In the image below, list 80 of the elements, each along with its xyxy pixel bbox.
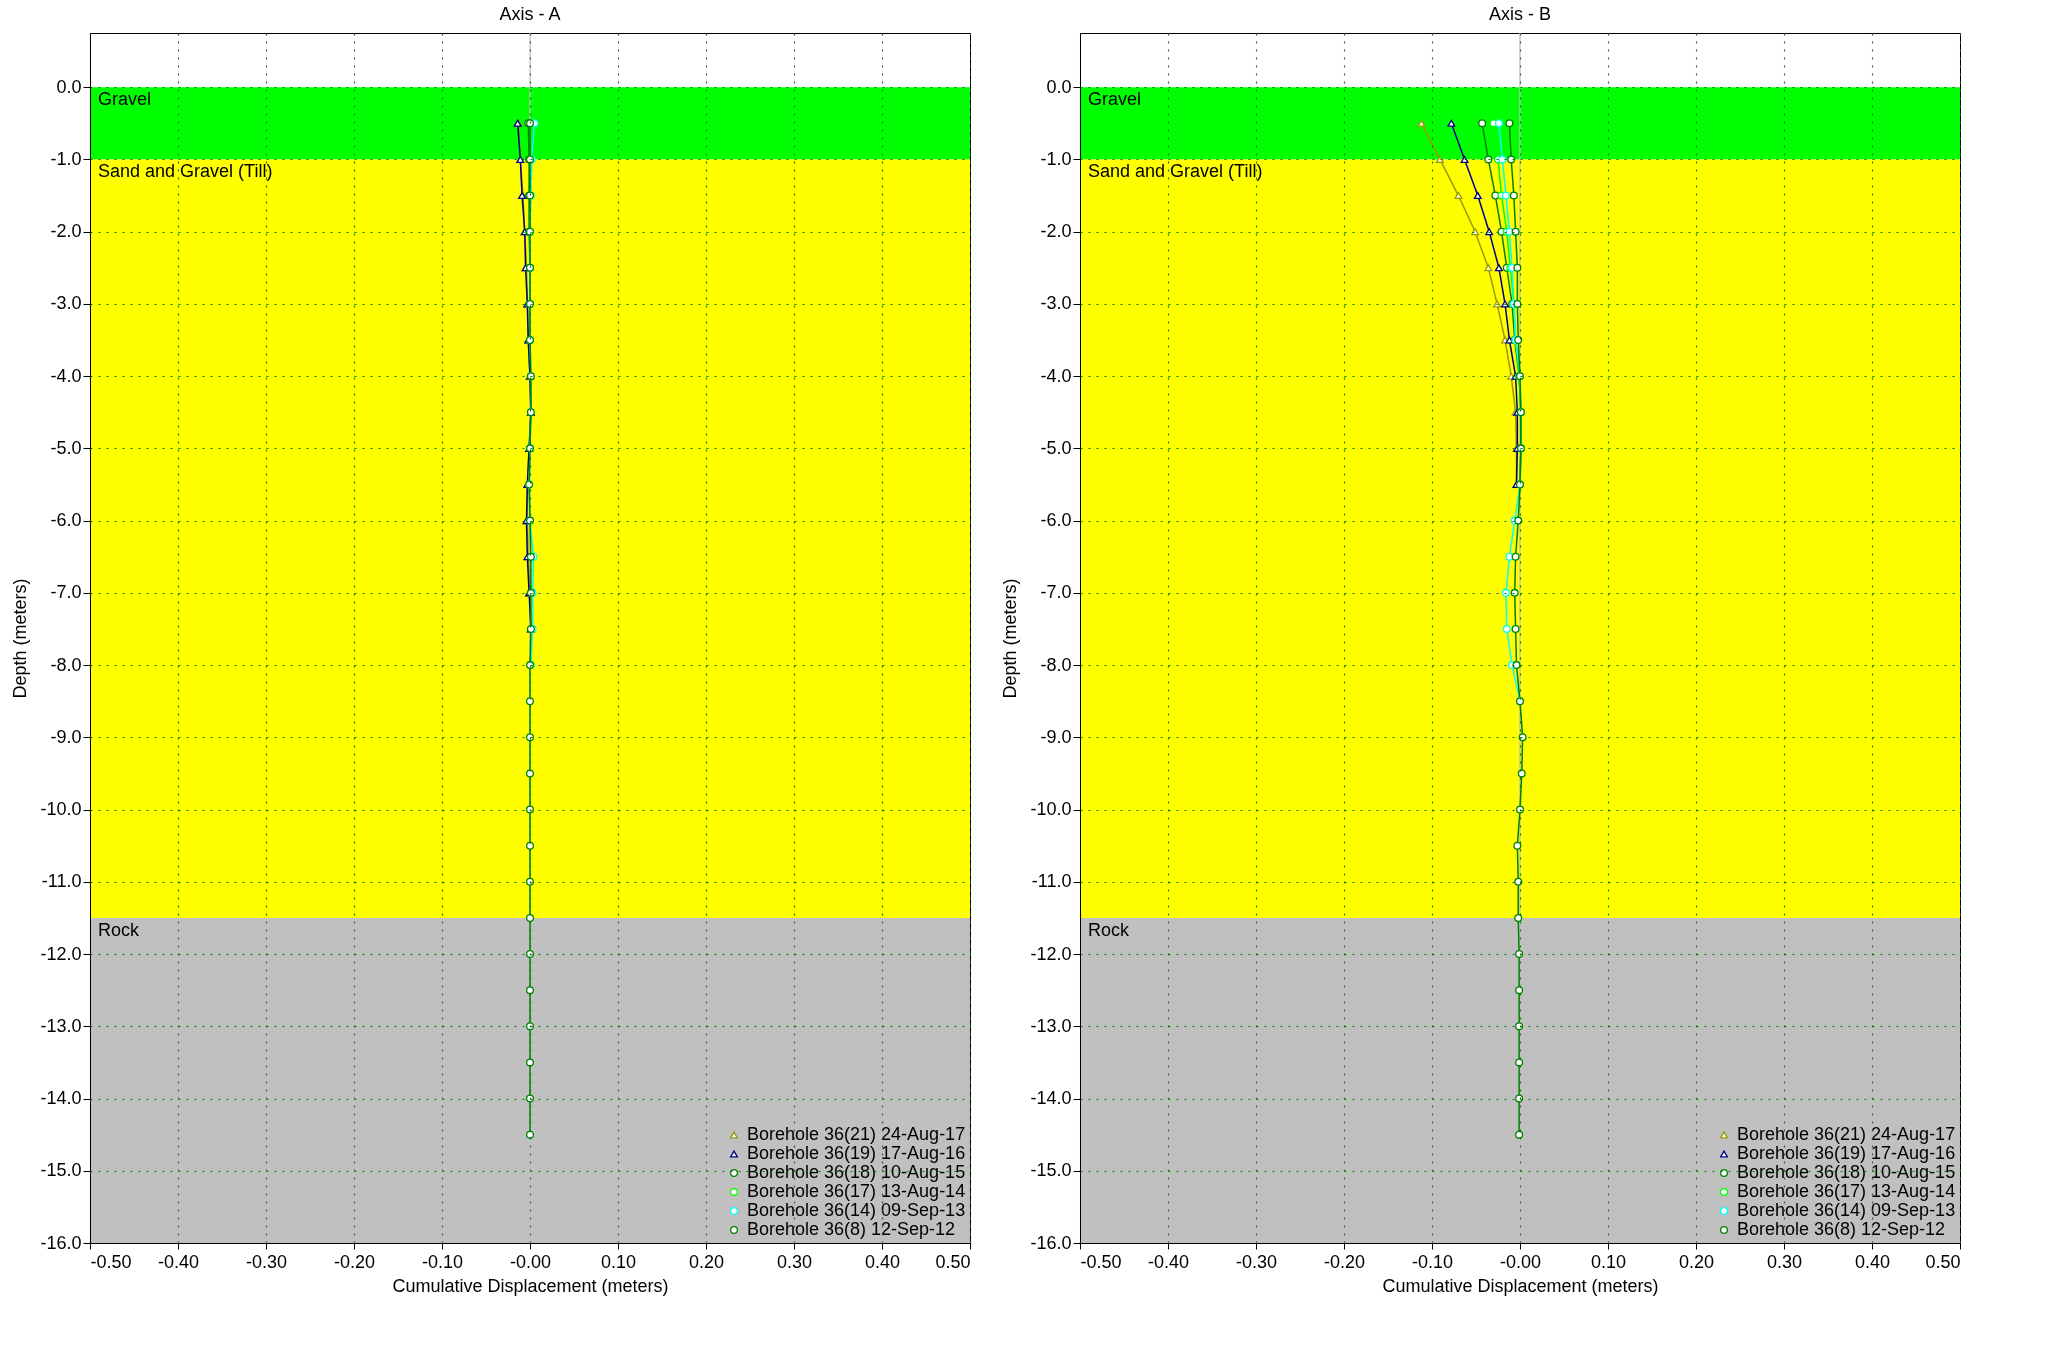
x-tick-label: -0.30	[245, 1251, 288, 1272]
y-tick-label: -6.0	[50, 510, 82, 531]
x-tick-label: 0.10	[1590, 1251, 1627, 1272]
y-tick-label: -7.0	[50, 582, 82, 603]
y-tick-label: -13.0	[1030, 1015, 1072, 1036]
legend-label: Borehole 36(14) 09-Sep-13	[1737, 1200, 1956, 1220]
legend-label: Borehole 36(14) 09-Sep-13	[747, 1200, 966, 1220]
band-label: Rock	[1088, 919, 1131, 940]
band-label: Gravel	[1088, 89, 1142, 110]
band-label: Sand and Gravel (Till)	[98, 161, 273, 182]
band-label: Sand and Gravel (Till)	[1088, 161, 1263, 182]
x-tick-label: 0.30	[776, 1251, 813, 1272]
legend-label: Borehole 36(21) 24-Aug-17	[1737, 1124, 1956, 1144]
y-tick-label: -13.0	[40, 1015, 82, 1036]
x-tick-label: -0.20	[1323, 1251, 1366, 1272]
y-tick-label: 0.0	[1046, 76, 1072, 97]
x-tick-label: -0.40	[1147, 1251, 1190, 1272]
y-tick-label: -11.0	[1031, 871, 1072, 892]
y-tick-label: -8.0	[50, 654, 82, 675]
legend-label: Borehole 36(21) 24-Aug-17	[747, 1124, 966, 1144]
y-tick-label: -14.0	[40, 1088, 82, 1109]
x-axis-title: Cumulative Displacement (meters)	[1382, 1275, 1659, 1296]
y-tick-label: -6.0	[1040, 510, 1072, 531]
legend-label: Borehole 36(18) 10-Aug-15	[1737, 1162, 1956, 1182]
y-tick-label: -3.0	[50, 293, 82, 314]
y-axis-title: Depth (meters)	[10, 578, 31, 699]
y-tick-label: -12.0	[1030, 943, 1072, 964]
x-tick-label: -0.50	[1080, 1251, 1122, 1272]
x-tick-label: 0.10	[600, 1251, 637, 1272]
x-axis-title: Cumulative Displacement (meters)	[392, 1275, 669, 1296]
legend-label: Borehole 36(17) 13-Aug-14	[1737, 1181, 1956, 1201]
band-label: Rock	[98, 919, 141, 940]
x-tick-label: 0.50	[1925, 1251, 1961, 1272]
y-tick-label: -16.0	[1030, 1232, 1072, 1253]
y-tick-label: -8.0	[1040, 654, 1072, 675]
chart-title: Axis - A	[499, 4, 561, 25]
x-tick-label: -0.50	[90, 1251, 132, 1272]
y-tick-label: -10.0	[40, 799, 82, 820]
y-tick-label: -1.0	[50, 148, 82, 169]
x-tick-label: -0.10	[1411, 1251, 1454, 1272]
y-tick-label: -4.0	[1040, 365, 1072, 386]
y-tick-label: -2.0	[50, 221, 82, 242]
x-tick-label: 0.40	[864, 1251, 901, 1272]
y-tick-label: -15.0	[40, 1160, 82, 1181]
x-tick-label: 0.20	[688, 1251, 725, 1272]
x-tick-label: -0.10	[421, 1251, 464, 1272]
x-tick-label: -0.30	[1235, 1251, 1278, 1272]
legend-label: Borehole 36(18) 10-Aug-15	[747, 1162, 966, 1182]
y-tick-label: -15.0	[1030, 1160, 1072, 1181]
y-tick-label: -12.0	[40, 943, 82, 964]
y-tick-label: -5.0	[50, 437, 82, 458]
y-tick-label: -16.0	[40, 1232, 82, 1253]
y-axis-title: Depth (meters)	[1000, 578, 1021, 699]
y-tick-label: -7.0	[1040, 582, 1072, 603]
x-tick-label: -0.20	[333, 1251, 376, 1272]
y-tick-label: -3.0	[1040, 293, 1072, 314]
x-tick-label: 0.20	[1678, 1251, 1715, 1272]
y-tick-label: 0.0	[56, 76, 82, 97]
x-tick-label: -0.00	[1499, 1251, 1542, 1272]
legend-label: Borehole 36(19) 17-Aug-16	[1737, 1143, 1956, 1163]
x-tick-label: 0.30	[1766, 1251, 1803, 1272]
y-tick-label: -2.0	[1040, 221, 1072, 242]
y-tick-label: -14.0	[1030, 1088, 1072, 1109]
x-tick-label: 0.40	[1854, 1251, 1891, 1272]
legend-label: Borehole 36(17) 13-Aug-14	[747, 1181, 966, 1201]
y-tick-label: -5.0	[1040, 437, 1072, 458]
x-tick-label: -0.40	[157, 1251, 200, 1272]
legend-label: Borehole 36(8) 12-Sep-12	[747, 1219, 956, 1239]
y-tick-label: -9.0	[1040, 726, 1072, 747]
y-tick-label: -10.0	[1030, 799, 1072, 820]
y-tick-label: -1.0	[1040, 148, 1072, 169]
band-label: Gravel	[98, 89, 152, 110]
y-tick-label: -11.0	[41, 871, 82, 892]
legend-label: Borehole 36(8) 12-Sep-12	[1737, 1219, 1946, 1239]
x-tick-label: 0.50	[935, 1251, 971, 1272]
chart-title: Axis - B	[1488, 4, 1552, 25]
y-tick-label: -4.0	[50, 365, 82, 386]
y-tick-label: -9.0	[50, 726, 82, 747]
x-tick-label: -0.00	[509, 1251, 552, 1272]
legend-label: Borehole 36(19) 17-Aug-16	[747, 1143, 966, 1163]
